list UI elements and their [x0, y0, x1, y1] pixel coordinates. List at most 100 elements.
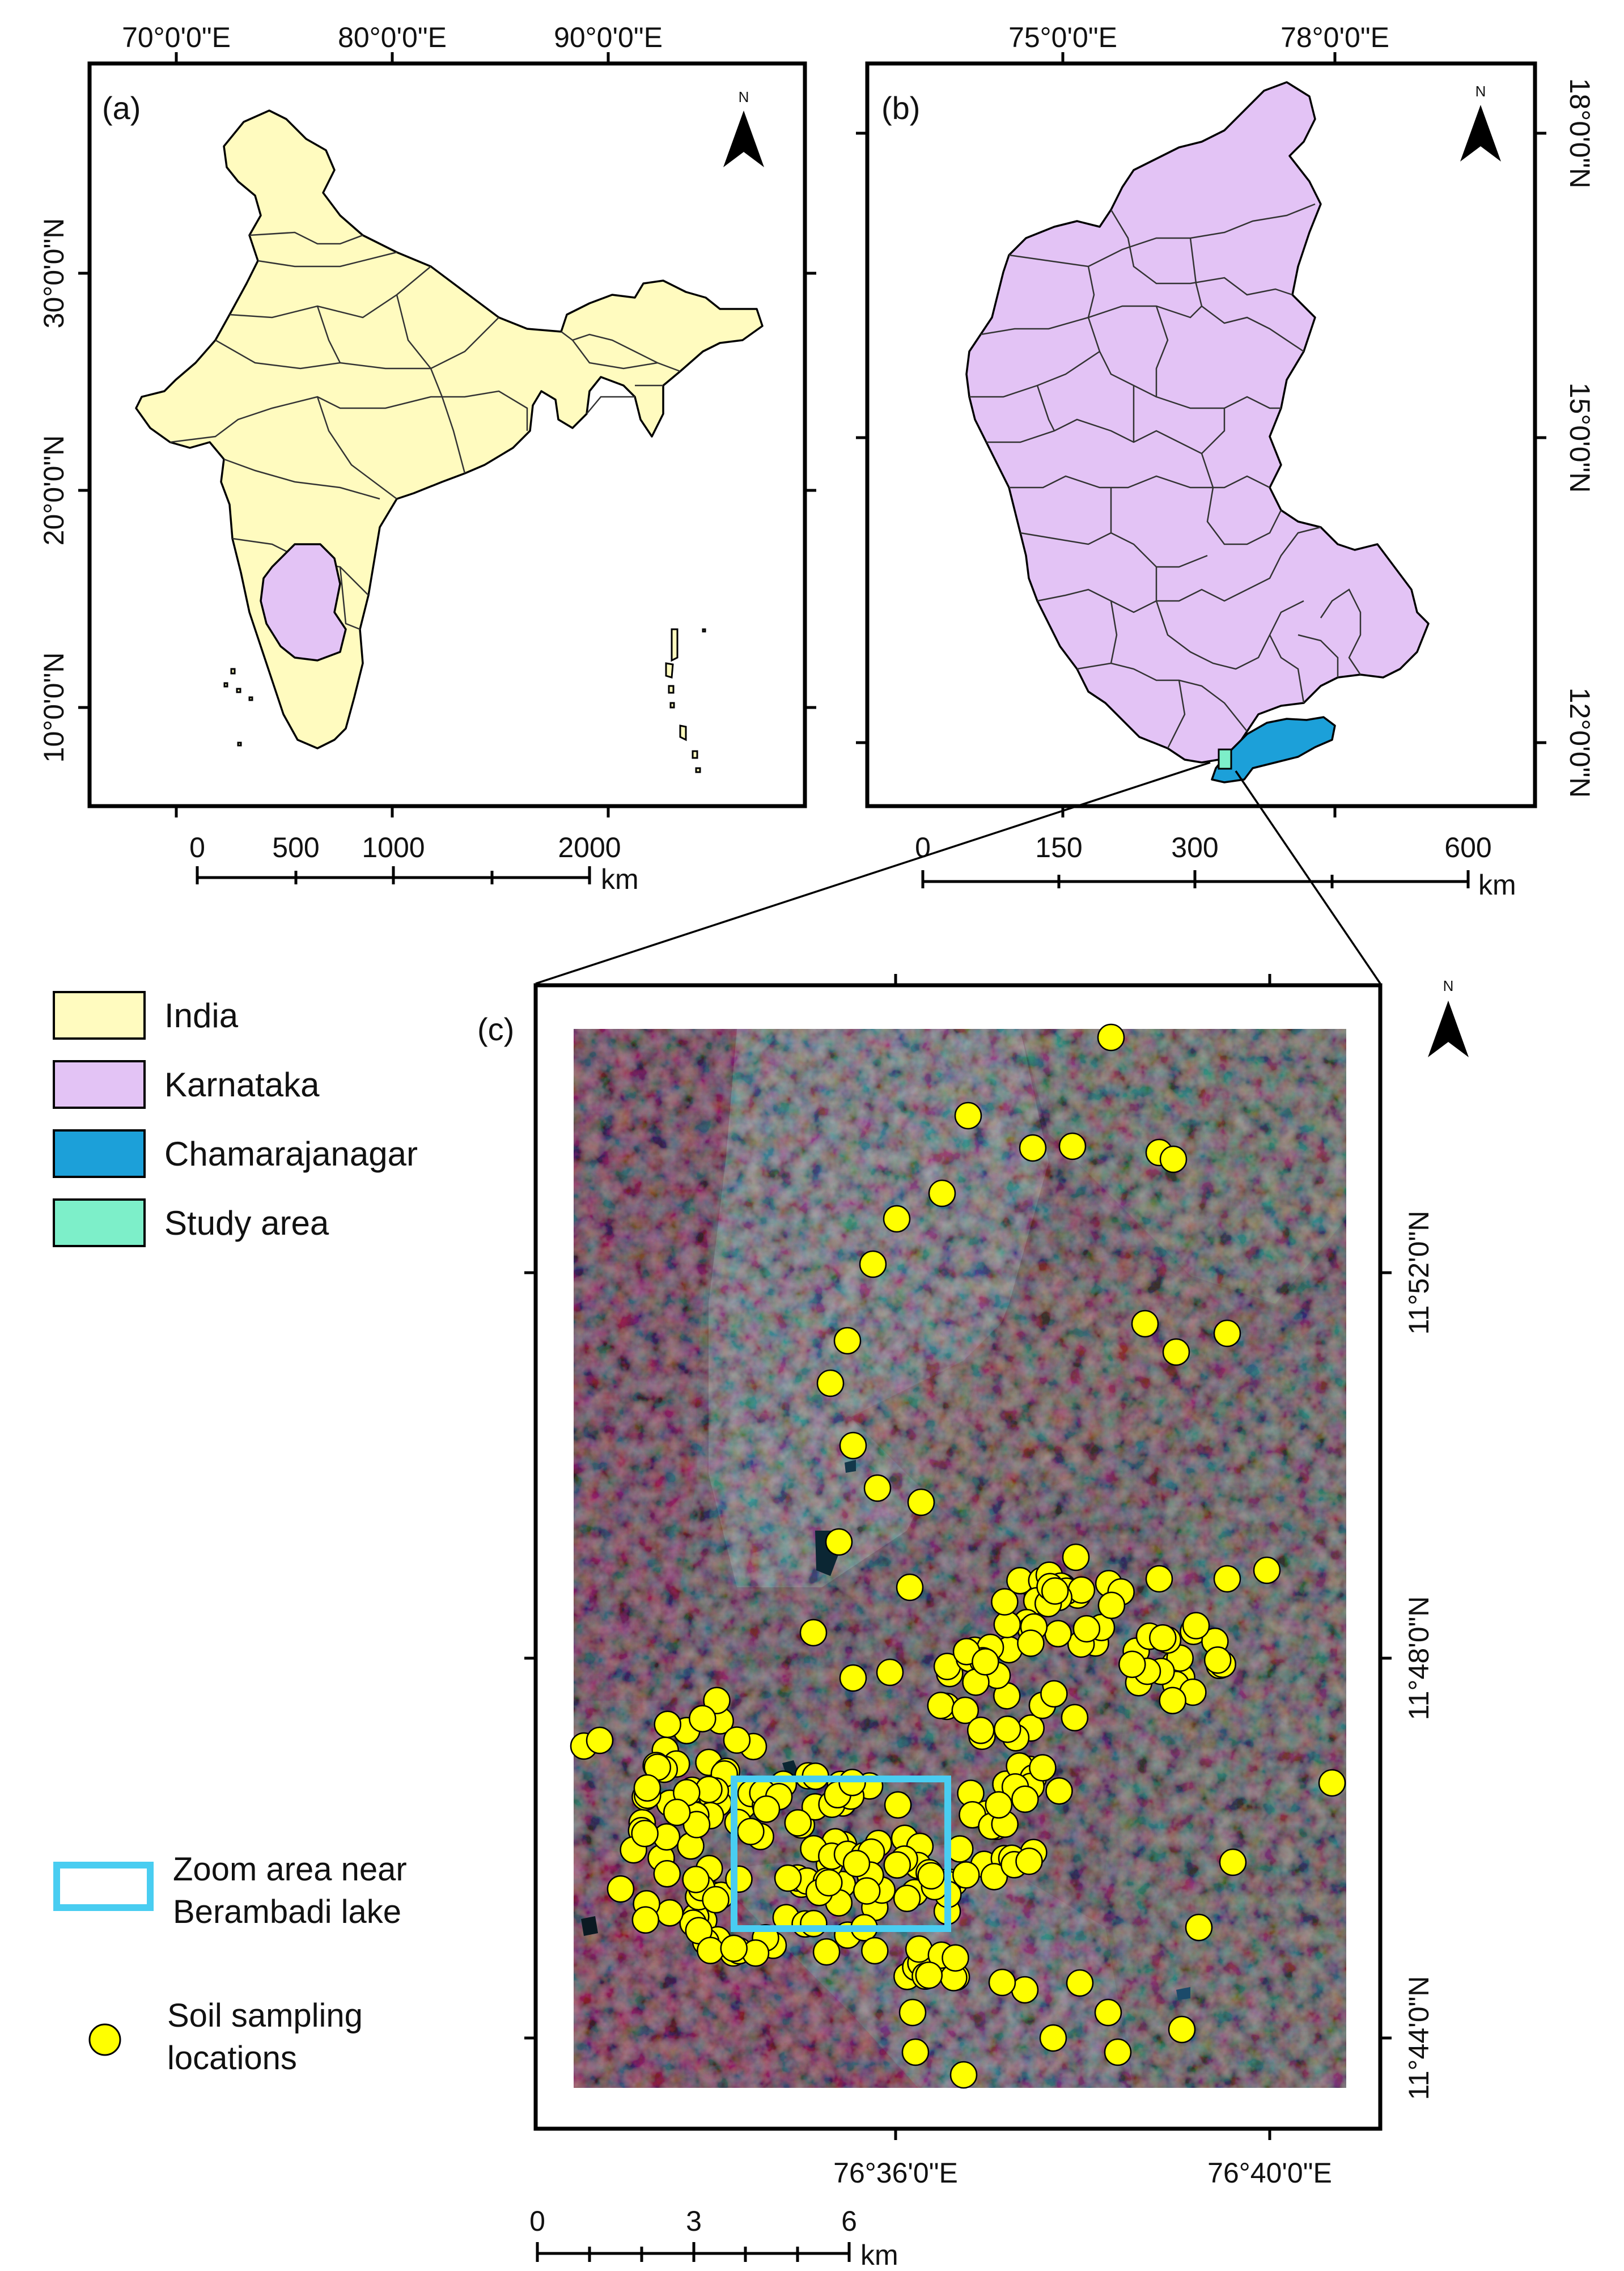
soil-sampling-point — [993, 1611, 1021, 1638]
scale-c-tick: 0 — [529, 2205, 545, 2237]
soil-sampling-point — [1041, 1577, 1069, 1605]
soil-sampling-point — [689, 1705, 716, 1732]
soil-sampling-point — [816, 1369, 845, 1397]
legend-zoom-line1: Zoom area near — [173, 1851, 407, 1888]
scale-c-unit: km — [860, 2239, 898, 2271]
soil-sampling-point — [896, 1573, 924, 1601]
soil-sampling-point — [1072, 1615, 1101, 1643]
india-shape — [135, 109, 764, 749]
soil-sampling-point — [1067, 1576, 1096, 1604]
soil-sampling-point — [1185, 1913, 1213, 1942]
north-arrow-icon: N — [723, 88, 764, 167]
soil-sampling-point — [883, 1851, 911, 1879]
scale-a-tick: 500 — [272, 832, 319, 863]
panel-a-lon-tick: 70°0'0"E — [122, 22, 231, 53]
soil-sampling-point — [1159, 1145, 1188, 1173]
soil-sampling-point — [720, 1934, 748, 1963]
soil-sampling-point — [1019, 1134, 1047, 1162]
soil-sampling-point — [991, 1588, 1019, 1616]
panel-a-lon-tick: 90°0'0"E — [554, 22, 663, 53]
scale-a-tick: 2000 — [558, 832, 621, 863]
soil-sampling-point — [607, 1875, 635, 1903]
panel-b-lat-tick: 18°0'0"N — [1564, 78, 1596, 189]
zoom-connector-lines — [535, 761, 1381, 985]
india-state-boundaries — [169, 231, 681, 630]
scale-b-tick: 600 — [1444, 832, 1491, 863]
soil-sampling-point — [682, 1866, 710, 1893]
soil-sampling-point — [1029, 1754, 1057, 1782]
soil-sampling-point — [901, 2038, 930, 2066]
panel-c-lat-tick: 11°44'0"N — [1403, 1976, 1435, 2100]
scale-a-tick: 1000 — [362, 832, 425, 863]
legend-swatch-chamarajanagar — [53, 1129, 146, 1178]
soil-sampling-point — [917, 1862, 945, 1890]
legend-swatch-zoom-area — [53, 1862, 154, 1911]
soil-sampling-point — [1094, 1998, 1122, 2027]
soil-sampling-point — [972, 1648, 999, 1676]
legend-swatch-soil-point — [88, 2023, 121, 2056]
soil-sampling-point — [859, 1250, 887, 1278]
panel-c-lon-tick: 76°40'0"E — [1207, 2157, 1332, 2189]
soil-sampling-point — [928, 1179, 956, 1207]
legend-study-area: Study area — [164, 1204, 329, 1242]
soil-sampling-point — [833, 1327, 862, 1355]
soil-sampling-point — [1213, 1319, 1241, 1348]
north-arrow-icon: N — [1428, 977, 1469, 1057]
soil-sampling-point — [737, 1817, 765, 1845]
panel-a-lat-tick: 10°0'0"N — [38, 653, 70, 763]
soil-sampling-point — [799, 1618, 828, 1647]
soil-sampling-point — [1062, 1543, 1090, 1571]
soil-sampling-point — [988, 1968, 1016, 1997]
karnataka-district-boundaries — [969, 203, 1362, 749]
legend-chamarajanagar: Chamarajanagar — [164, 1135, 418, 1173]
soil-sampling-point — [907, 1488, 935, 1516]
soil-sampling-point — [1015, 1848, 1043, 1875]
soil-sampling-point — [654, 1710, 681, 1738]
soil-sampling-point — [853, 1877, 881, 1905]
soil-sampling-point — [954, 1101, 982, 1130]
soil-sampling-point — [951, 1696, 980, 1725]
legend-india: India — [164, 997, 239, 1035]
soil-sampling-point — [682, 1811, 711, 1838]
panel-b-karnataka: 75°0'0"E 78°0'0"E 18°0'0"N 15°0'0"N 12°0… — [856, 22, 1596, 901]
soil-sampling-point — [927, 1692, 955, 1719]
soil-sampling-point — [1058, 1132, 1087, 1160]
panel-b-lat-tick: 12°0'0"N — [1564, 688, 1596, 798]
panel-a-label: (a) — [102, 90, 141, 126]
soil-sampling-point — [815, 1869, 843, 1897]
panel-c-study-area: (c) — [477, 974, 1469, 2271]
soil-sampling-point — [1203, 1646, 1232, 1674]
soil-sampling-point — [1097, 1023, 1125, 1052]
zoom-area-box — [731, 1776, 951, 1932]
soil-sampling-point — [800, 1909, 828, 1938]
soil-sampling-point — [863, 1474, 892, 1502]
study-area-shape — [1218, 748, 1232, 770]
soil-sampling-point — [1044, 1620, 1072, 1648]
soil-sampling-point — [774, 1864, 802, 1892]
soil-sampling-point — [633, 1774, 662, 1802]
panel-a-lat-tick: 20°0'0"N — [38, 435, 70, 546]
soil-sampling-point — [1097, 1591, 1126, 1620]
legend-zoom-line2: Berambadi lake — [173, 1893, 401, 1930]
soil-sampling-point — [697, 1937, 724, 1964]
soil-sampling-point — [1213, 1565, 1241, 1593]
soil-sampling-point — [839, 1664, 867, 1692]
soil-sampling-point — [723, 1726, 751, 1754]
soil-sampling-point — [1118, 1650, 1146, 1679]
panel-c-lat-tick: 11°48'0"N — [1403, 1596, 1435, 1721]
soil-sampling-points — [570, 1023, 1346, 2089]
soil-sampling-point — [656, 1899, 684, 1927]
scale-b-unit: km — [1478, 869, 1516, 901]
scale-a-tick: 0 — [189, 832, 205, 863]
soil-sampling-point — [1318, 1769, 1346, 1797]
soil-sampling-point — [1040, 1680, 1068, 1708]
soil-sampling-point — [893, 1884, 921, 1912]
soil-sampling-point — [980, 1863, 1008, 1891]
soil-sampling-point — [876, 1658, 904, 1687]
soil-sampling-point — [884, 1791, 912, 1819]
panel-b-lon-tick: 78°0'0"E — [1280, 22, 1389, 53]
panel-a-lon-tick: 80°0'0"E — [338, 22, 447, 53]
soil-sampling-point — [898, 1998, 927, 2027]
soil-sampling-point — [653, 1860, 681, 1888]
soil-sampling-point — [1039, 2024, 1067, 2052]
